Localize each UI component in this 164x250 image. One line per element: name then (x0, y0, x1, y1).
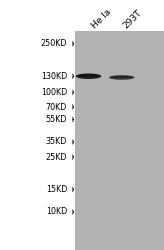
Ellipse shape (76, 74, 101, 79)
Text: 100KD: 100KD (41, 88, 67, 97)
Text: He la: He la (90, 7, 113, 30)
Text: 55KD: 55KD (46, 115, 67, 124)
Text: 25KD: 25KD (46, 152, 67, 162)
Ellipse shape (77, 74, 100, 76)
Text: 35KD: 35KD (46, 138, 67, 146)
Text: 250KD: 250KD (41, 39, 67, 48)
Text: 10KD: 10KD (46, 208, 67, 216)
Text: 293T: 293T (122, 8, 144, 30)
Text: 130KD: 130KD (41, 72, 67, 81)
Bar (75, 31, 164, 250)
Ellipse shape (109, 75, 134, 80)
Text: 70KD: 70KD (46, 102, 67, 112)
Ellipse shape (110, 76, 133, 78)
Text: 15KD: 15KD (46, 185, 67, 194)
